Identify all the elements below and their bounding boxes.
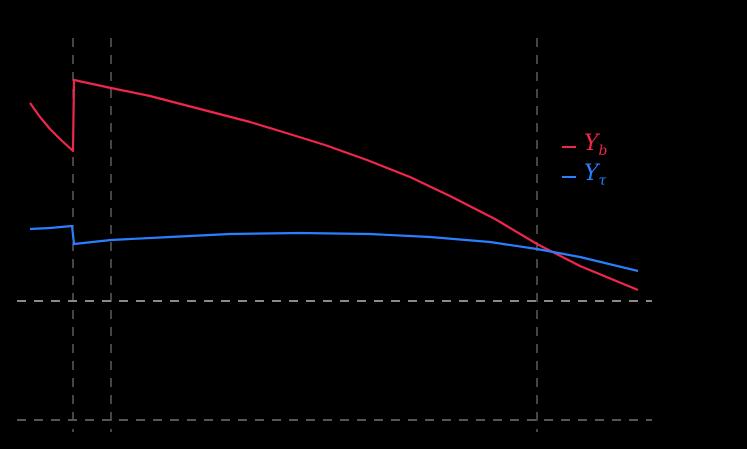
legend-item-y-tau: Yτ bbox=[562, 162, 608, 192]
legend-label-y-b: Yb bbox=[584, 130, 608, 159]
series-line-y-b bbox=[29, 78, 639, 292]
reference-lines bbox=[17, 38, 652, 432]
legend-swatch-y-tau bbox=[562, 176, 576, 178]
series-line-y-tau bbox=[29, 224, 639, 273]
legend-swatch-y-b bbox=[562, 146, 576, 148]
legend: Yb Yτ bbox=[562, 132, 608, 192]
legend-label-y-tau: Yτ bbox=[584, 160, 607, 189]
data-series bbox=[29, 78, 639, 292]
legend-item-y-b: Yb bbox=[562, 132, 608, 162]
